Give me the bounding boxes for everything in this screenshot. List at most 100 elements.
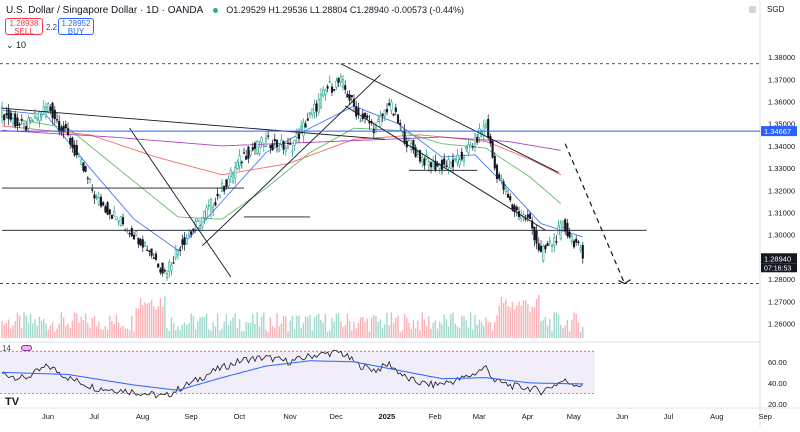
- candle-body: [399, 122, 402, 125]
- volume-bar: [21, 328, 23, 338]
- volume-bar: [298, 315, 300, 338]
- symbol-title[interactable]: U.S. Dollar / Singapore Dollar · 1D · OA…: [6, 4, 204, 16]
- candle-body: [484, 123, 488, 128]
- candle-body: [97, 197, 100, 205]
- volume-bar: [434, 320, 437, 338]
- candle-body: [108, 209, 111, 215]
- candle-body: [302, 122, 305, 137]
- candle-body: [271, 143, 274, 151]
- candle-body: [18, 124, 21, 126]
- chart-header: U.S. Dollar / Singapore Dollar · 1D · OA…: [0, 0, 760, 20]
- volume-bar: [489, 322, 492, 338]
- candle-body: [139, 239, 142, 246]
- volume-bar: [518, 301, 520, 338]
- volume-bar: [7, 319, 10, 338]
- candle-body: [383, 109, 386, 117]
- candle-body: [16, 117, 19, 127]
- volume-bar: [150, 299, 153, 338]
- volume-bar: [172, 323, 175, 338]
- volume-bar: [386, 312, 388, 338]
- volume-bar: [388, 325, 390, 338]
- volume-bar: [12, 325, 14, 338]
- candle-body: [407, 138, 411, 141]
- candle-body: [128, 233, 131, 235]
- sell-label: SELL: [14, 27, 34, 36]
- candle-body: [231, 173, 235, 182]
- volume-bar: [199, 317, 201, 338]
- volume-bar: [135, 308, 137, 338]
- volume-bar: [32, 323, 34, 338]
- candle-body: [447, 159, 450, 168]
- volume-bar: [256, 312, 258, 338]
- candle-body: [344, 85, 347, 90]
- volume-bar: [98, 321, 100, 338]
- collapse-icon[interactable]: [749, 6, 756, 13]
- candle-body: [429, 162, 433, 168]
- candle-body: [247, 146, 250, 159]
- volume-bar: [555, 312, 558, 338]
- x-tick-label: Jun: [42, 412, 54, 421]
- volume-bar: [186, 324, 188, 338]
- volume-bar: [544, 316, 547, 338]
- volume-bar: [293, 329, 296, 338]
- candle-body: [500, 178, 503, 181]
- volume-bar: [113, 323, 115, 338]
- candle-body: [88, 178, 92, 181]
- volume-bar: [454, 323, 456, 338]
- volume-bar: [47, 329, 49, 338]
- candle-body: [568, 231, 571, 238]
- volume-bar: [476, 324, 478, 338]
- volume-bar: [67, 323, 69, 338]
- volume-bar: [51, 322, 54, 338]
- candle-body: [132, 234, 136, 240]
- volume-bar: [234, 313, 236, 338]
- candle-body: [531, 220, 534, 229]
- candle-body: [256, 141, 259, 154]
- candle-body: [533, 226, 536, 241]
- y-tick-label: 1.38000: [768, 53, 795, 62]
- trend-line: [129, 127, 232, 278]
- volume-bar: [318, 313, 320, 338]
- sell-button[interactable]: 1.28938 SELL: [5, 18, 43, 36]
- volume-bar: [38, 316, 41, 338]
- y-tick-label: 1.32000: [768, 186, 795, 195]
- candle-body: [469, 144, 472, 148]
- moving-average-line: [1, 125, 562, 176]
- candle-body: [462, 157, 466, 162]
- indicator-legend-toggle[interactable]: ⌄ 10: [6, 40, 26, 51]
- y-tick-label: 1.31000: [768, 209, 795, 218]
- x-tick-label: 2025: [378, 412, 395, 421]
- rsi-tick-label: 40.00: [768, 379, 787, 388]
- volume-bar: [69, 327, 71, 338]
- candle-body: [163, 269, 166, 272]
- volume-bar: [197, 321, 199, 338]
- volume-bar: [307, 316, 309, 338]
- volume-bar: [557, 314, 560, 338]
- candle-body: [579, 247, 582, 251]
- candle-body: [427, 160, 430, 167]
- candle-body: [269, 144, 272, 149]
- volume-bar: [443, 314, 445, 338]
- volume-bar: [230, 320, 232, 338]
- candle-body: [498, 174, 501, 179]
- candle-body: [273, 138, 276, 142]
- candle-body: [209, 199, 213, 215]
- volume-bar: [494, 322, 496, 338]
- buy-button[interactable]: 1.28952 BUY: [58, 18, 94, 36]
- candle-body: [363, 113, 367, 118]
- volume-bar: [192, 315, 195, 338]
- volume-bar: [507, 306, 509, 338]
- volume-bar: [573, 312, 575, 338]
- candle-body: [225, 179, 228, 187]
- volume-bar: [23, 312, 25, 338]
- volume-bar: [395, 317, 397, 338]
- currency-label[interactable]: SGD: [767, 5, 785, 14]
- volume-bar: [16, 312, 19, 338]
- rsi-settings-icon[interactable]: [21, 345, 32, 351]
- x-tick-label: Jul: [664, 412, 674, 421]
- candle-body: [205, 207, 208, 219]
- x-tick-label: Aug: [710, 412, 723, 421]
- volume-bar: [320, 319, 322, 338]
